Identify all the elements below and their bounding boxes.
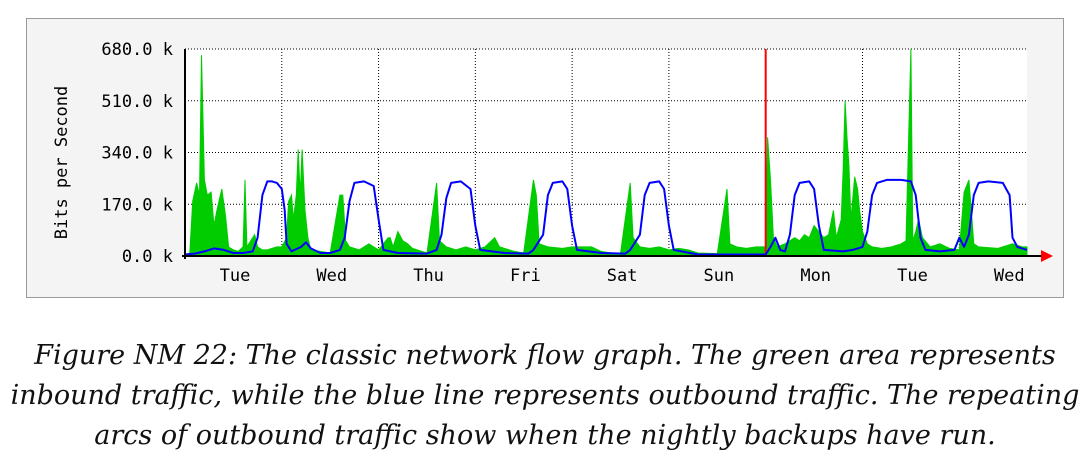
x-tick-label: Sun: [704, 266, 735, 286]
x-tick-label: Tue: [220, 266, 251, 286]
series-layer: [184, 48, 1028, 257]
x-tick-label: Wed: [994, 266, 1025, 286]
x-tick-label: Sat: [607, 266, 638, 286]
inbound-area: [184, 48, 1028, 257]
x-tick-label: Fri: [510, 266, 541, 286]
axes: [182, 49, 1053, 262]
y-tick-label: 0.0 k: [122, 247, 173, 267]
y-tick-label: 170.0 k: [101, 195, 173, 215]
y-axis-title: Bits per Second: [52, 86, 72, 240]
figure-caption: Figure NM 22: The classic network flow g…: [10, 336, 1080, 456]
x-tick-label: Wed: [316, 266, 347, 286]
x-tick-label: Thu: [413, 266, 444, 286]
caption-line-3: arcs of outbound traffic show when the n…: [94, 420, 996, 451]
grid: [185, 48, 1027, 256]
caption-line-2: inbound traffic, while the blue line rep…: [10, 380, 1080, 411]
y-tick-label: 680.0 k: [101, 40, 173, 60]
y-tick-label: 340.0 k: [101, 144, 173, 164]
traffic-chart: 0.0 k 170.0 k 340.0 k 510.0 k 680.0 k Tue Wed T…: [52, 40, 1053, 286]
caption-line-1: Figure NM 22: The classic network flow g…: [34, 340, 1056, 371]
x-tick-label: Tue: [897, 266, 928, 286]
y-tick-label: 510.0 k: [101, 92, 173, 112]
graph-panel: 0.0 k 170.0 k 340.0 k 510.0 k 680.0 k Tue Wed T…: [26, 18, 1064, 298]
tick-labels: 0.0 k 170.0 k 340.0 k 510.0 k 680.0 k Tue Wed T…: [52, 40, 1025, 286]
outbound-line: [184, 178, 1028, 256]
x-axis-arrow-icon: [1041, 250, 1053, 262]
x-tick-label: Mon: [800, 266, 831, 286]
